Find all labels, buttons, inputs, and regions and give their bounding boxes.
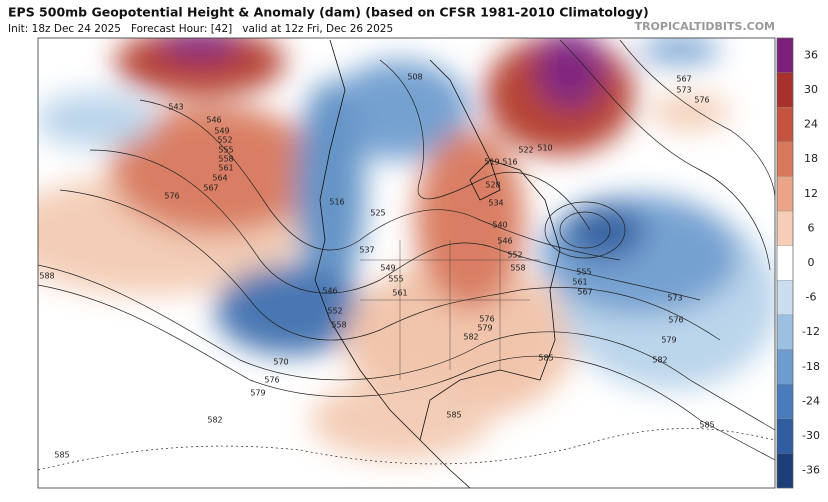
colorbar-band [776, 141, 794, 177]
colorbar-band [776, 210, 794, 246]
colorbar-band [776, 453, 794, 489]
contour-label: 546 [206, 116, 221, 125]
contour-label: 588 [39, 272, 54, 281]
colorbar-band [776, 107, 794, 142]
contour-label: 573 [667, 294, 682, 303]
colorbar-tick-label: -12 [802, 325, 820, 338]
colorbar-tick-label: 18 [804, 152, 818, 165]
borders [360, 240, 540, 380]
colorbar-band [776, 314, 794, 350]
contour-label: 576 [479, 315, 494, 324]
colorbar-band [776, 384, 794, 419]
colorbar-band [776, 176, 794, 212]
contour-label: 546 [497, 237, 512, 246]
contour-label: 567 [577, 288, 592, 297]
contour-label: 552 [327, 307, 342, 316]
contour-label: 576 [264, 376, 279, 385]
colorbar-tick-label: -24 [802, 394, 820, 407]
contour-label: 552 [507, 251, 522, 260]
contour-label: 508 [407, 73, 422, 82]
contour-label: 552 [217, 136, 232, 145]
contour-label: 576 [694, 96, 709, 105]
contour-label: 549 [380, 264, 395, 273]
contour-label: 558 [510, 264, 525, 273]
contour-label: 564 [212, 174, 227, 183]
contour-label: 561 [392, 289, 407, 298]
contour-label: 549 [214, 127, 229, 136]
contour-label: 567 [676, 75, 691, 84]
height-contours [38, 39, 775, 471]
colorbar-tick-label: -18 [802, 360, 820, 373]
colorbar-tick-label: -36 [802, 464, 820, 477]
subtitle: Init: 18z Dec 24 2025 Forecast Hour: [42… [8, 23, 393, 35]
title: EPS 500mb Geopotential Height & Anomaly … [8, 5, 649, 20]
contour-label: 555 [218, 146, 233, 155]
contour-label: 561 [572, 278, 587, 287]
contour-label: 585 [699, 421, 714, 430]
contour-label: 585 [54, 451, 69, 460]
map: 5885855825795765705765435465495525555585… [38, 38, 775, 488]
contour-label: 525 [370, 209, 385, 218]
contour-label: 555 [576, 268, 591, 277]
colorbar-tick-label: 0 [808, 256, 815, 269]
colorbar-tick-label: 30 [804, 83, 818, 96]
contour-label: 579 [250, 389, 265, 398]
contour-label: 579 [661, 336, 676, 345]
contour-label: 573 [676, 86, 691, 95]
contour-label: 582 [652, 356, 667, 365]
colorbar-band [776, 72, 794, 108]
contour-label: 585 [538, 354, 553, 363]
contour-label: 582 [207, 416, 222, 425]
colorbar-tick-label: 6 [808, 221, 815, 234]
contour-label: 576 [668, 316, 683, 325]
colorbar-band [776, 245, 794, 281]
contour-label: 540 [492, 221, 507, 230]
contour-label: 570 [273, 358, 288, 367]
contour-label: 561 [218, 164, 233, 173]
contour-label: 522 [518, 146, 533, 155]
contour-label: 516 [329, 198, 344, 207]
colorbar-tick-label: 24 [804, 118, 818, 131]
map-frame [37, 37, 776, 489]
colorbar-tick-label: 36 [804, 48, 818, 61]
contour-label: 534 [488, 199, 503, 208]
colorbar-frame [776, 37, 794, 489]
colorbar-tick-label: -6 [806, 291, 817, 304]
colorbar-band [776, 280, 794, 316]
contour-label: 579 [477, 324, 492, 333]
contour-label: 537 [359, 246, 374, 255]
colorbar-tick-label: 12 [804, 187, 818, 200]
contour-label: 567 [203, 184, 218, 193]
coastline [314, 39, 561, 488]
contour-label: 558 [331, 321, 346, 330]
colorbar-band [776, 37, 794, 73]
colorbar-tick-label: -30 [802, 429, 820, 442]
contour-label: 558 [218, 155, 233, 164]
contour-label: 582 [463, 333, 478, 342]
contour-label: 585 [446, 411, 461, 420]
watermark: TROPICALTIDBITS.COM [635, 20, 775, 33]
colorbar-band [776, 418, 794, 454]
contour-label: 543 [168, 103, 183, 112]
contour-label: 528 [485, 181, 500, 190]
contour-label: 546 [322, 287, 337, 296]
contour-label: 519 [484, 158, 499, 167]
contour-label: 576 [164, 192, 179, 201]
contour-label: 516 [502, 158, 517, 167]
contour-label: 510 [537, 144, 552, 153]
colorbar-band [776, 349, 794, 385]
contour-label: 555 [388, 275, 403, 284]
